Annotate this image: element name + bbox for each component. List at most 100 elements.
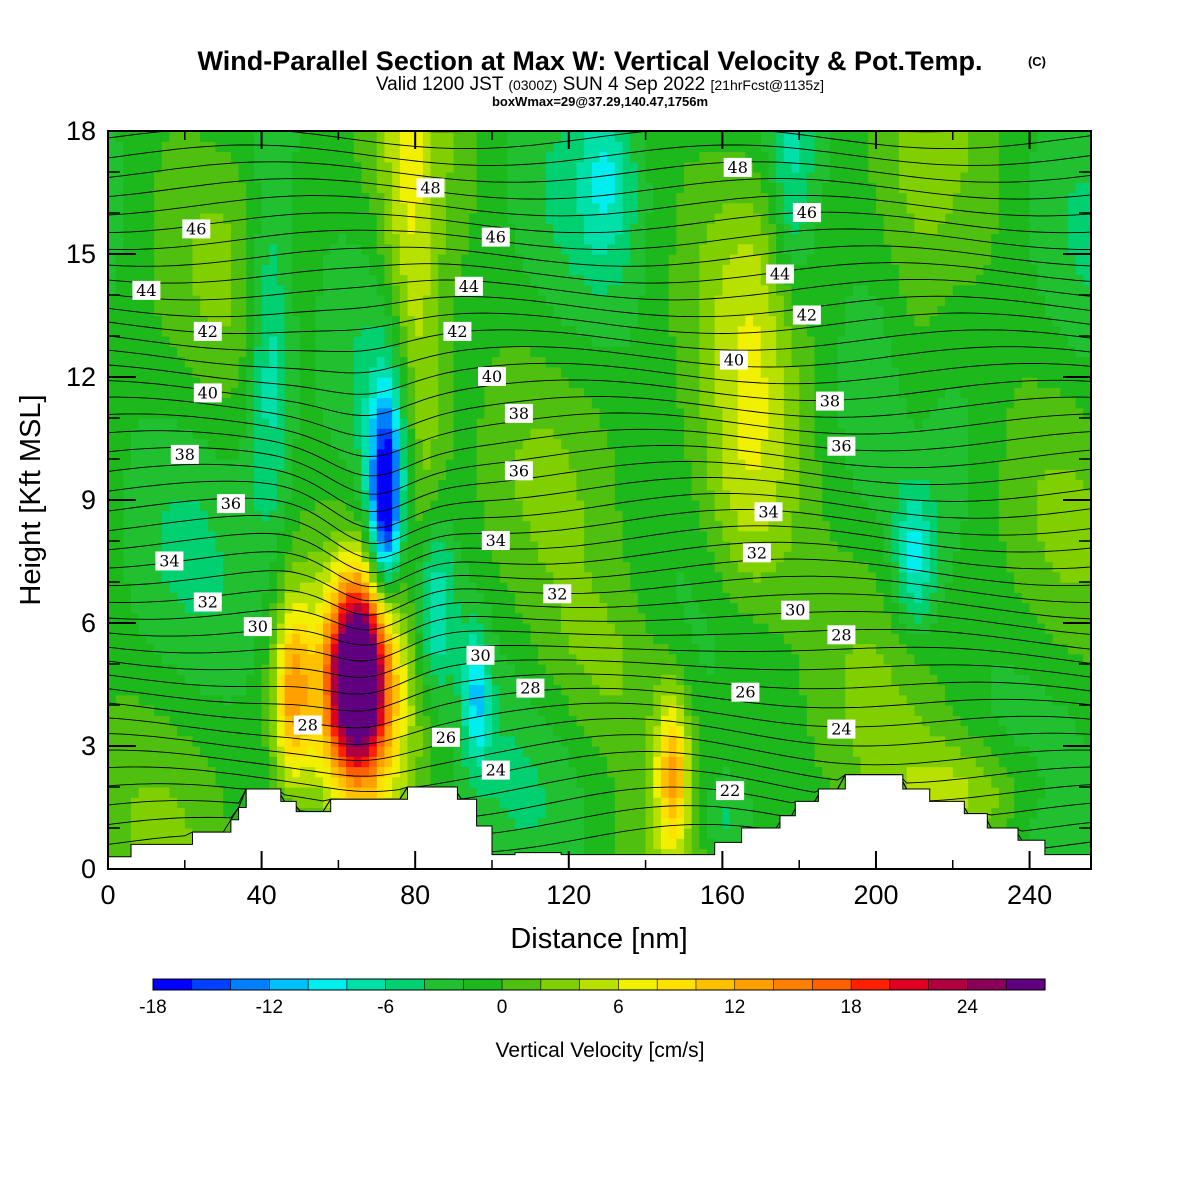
velocity-cell: [230, 418, 240, 429]
velocity-cell: [230, 653, 240, 665]
velocity-cell: [361, 725, 370, 737]
velocity-cell: [269, 274, 278, 286]
velocity-cell: [184, 838, 194, 850]
velocity-cell: [207, 623, 217, 634]
velocity-cell: [338, 653, 347, 665]
velocity-cell: [530, 213, 539, 224]
velocity-cell: [415, 346, 424, 358]
velocity-cell: [346, 520, 355, 532]
velocity-cell: [599, 151, 608, 163]
velocity-cell: [330, 141, 339, 153]
velocity-cell: [338, 305, 347, 317]
velocity-cell: [607, 848, 616, 860]
velocity-cell: [169, 766, 178, 778]
velocity-cell: [438, 489, 447, 501]
velocity-cell: [261, 141, 270, 153]
velocity-cell: [238, 182, 247, 194]
velocity-cell: [200, 243, 209, 255]
velocity-cell: [238, 264, 247, 276]
velocity-cell: [177, 346, 186, 358]
velocity-cell: [146, 387, 155, 399]
velocity-cell: [491, 746, 501, 757]
velocity-cell: [161, 325, 171, 337]
velocity-cell: [307, 131, 316, 142]
velocity-cell: [108, 797, 117, 809]
velocity-cell: [299, 366, 309, 378]
velocity-cell: [230, 705, 240, 716]
velocity-cell: [538, 161, 547, 173]
velocity-cell: [269, 366, 278, 378]
velocity-cell: [353, 602, 363, 614]
velocity-cell: [384, 510, 393, 522]
velocity-cell: [568, 807, 578, 819]
velocity-cell: [384, 131, 393, 142]
velocity-cell: [161, 213, 171, 224]
velocity-cell: [284, 305, 293, 317]
velocity-cell: [369, 612, 378, 624]
velocity-cell: [200, 674, 209, 686]
velocity-cell: [568, 643, 578, 655]
velocity-cell: [169, 233, 178, 245]
velocity-cell: [307, 438, 316, 450]
velocity-cell: [530, 459, 539, 470]
velocity-cell: [338, 131, 347, 142]
velocity-cell: [591, 520, 601, 532]
velocity-cell: [353, 141, 363, 153]
velocity-cell: [538, 561, 547, 573]
velocity-cell: [491, 500, 501, 511]
velocity-cell: [422, 582, 432, 593]
velocity-cell: [545, 151, 555, 163]
velocity-cell: [407, 438, 416, 450]
velocity-cell: [553, 633, 562, 645]
velocity-cell: [307, 653, 316, 665]
velocity-cell: [415, 407, 424, 419]
velocity-cell: [491, 243, 501, 255]
velocity-cell: [131, 479, 140, 491]
velocity-cell: [599, 459, 608, 470]
velocity-cell: [584, 254, 593, 265]
velocity-cell: [292, 366, 301, 378]
velocity-cell: [553, 295, 562, 306]
velocity-cell: [576, 838, 585, 850]
velocity-cell: [607, 448, 616, 460]
velocity-cell: [353, 336, 363, 347]
velocity-cell: [223, 571, 232, 583]
velocity-cell: [169, 623, 178, 634]
velocity-cell: [200, 346, 209, 358]
velocity-cell: [422, 551, 432, 563]
velocity-cell: [476, 213, 485, 224]
velocity-cell: [538, 459, 547, 470]
velocity-cell: [115, 295, 124, 306]
velocity-cell: [361, 612, 370, 624]
velocity-cell: [177, 192, 186, 204]
velocity-cell: [430, 141, 439, 153]
velocity-cell: [123, 284, 132, 296]
velocity-cell: [323, 776, 332, 788]
velocity-cell: [169, 418, 178, 429]
velocity-cell: [622, 623, 631, 634]
velocity-cell: [630, 582, 639, 593]
velocity-cell: [338, 274, 347, 286]
velocity-cell: [630, 848, 639, 860]
velocity-cell: [468, 479, 478, 491]
velocity-cell: [315, 592, 324, 604]
velocity-cell: [223, 172, 232, 183]
velocity-cell: [392, 336, 401, 347]
velocity-cell: [146, 151, 155, 163]
velocity-cell: [200, 684, 209, 696]
velocity-cell: [576, 756, 585, 768]
velocity-cell: [499, 612, 508, 624]
velocity-cell: [177, 295, 186, 306]
velocity-cell: [484, 571, 493, 583]
velocity-cell: [131, 838, 140, 850]
velocity-cell: [184, 172, 194, 183]
velocity-cell: [323, 541, 332, 552]
velocity-cell: [622, 295, 631, 306]
velocity-cell: [630, 592, 639, 604]
velocity-cell: [115, 202, 124, 214]
velocity-cell: [299, 448, 309, 460]
velocity-cell: [207, 305, 217, 317]
velocity-cell: [346, 172, 355, 183]
velocity-cell: [438, 510, 447, 522]
velocity-cell: [430, 643, 439, 655]
